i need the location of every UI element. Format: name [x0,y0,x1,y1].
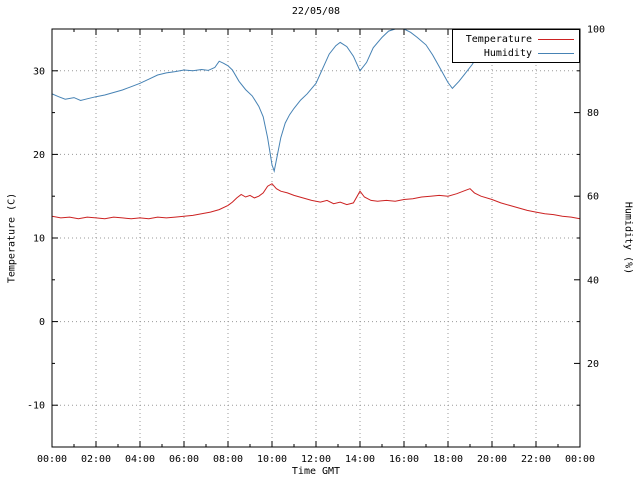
x-tick-label: 16:00 [389,454,419,465]
y2-tick-label: 100 [587,25,605,36]
y-tick-label: 0 [39,317,45,328]
x-tick-label: 06:00 [169,454,199,465]
y-tick-label: -10 [27,401,45,412]
y-axis-label: Temperature (C) [6,192,18,284]
temperature-line-swatch [538,38,574,40]
x-tick-label: 12:00 [301,454,331,465]
x-tick-label: 08:00 [213,454,243,465]
y-tick-label: 30 [33,66,45,77]
legend-label-temperature: Temperature [465,33,532,45]
y2-axis-label: Humidity (%) [622,201,634,275]
y2-tick-label: 40 [587,275,599,286]
legend-label-humidity: Humidity [483,47,532,59]
x-tick-label: 04:00 [125,454,155,465]
x-tick-label: 10:00 [257,454,287,465]
chart-title: 22/05/08 [291,6,341,17]
x-tick-label: 22:00 [521,454,551,465]
y-tick-label: 10 [33,234,45,245]
x-tick-label: 20:00 [477,454,507,465]
plot-border [51,28,581,448]
y2-tick-label: 80 [587,108,599,119]
x-tick-label: 14:00 [345,454,375,465]
y2-tick-label: 60 [587,192,599,203]
humidity-line-swatch [538,52,574,54]
legend: Temperature Humidity [452,29,580,63]
x-axis-label: Time GMT [291,466,341,477]
x-tick-label: 00:00 [565,454,595,465]
x-tick-label: 00:00 [37,454,67,465]
temperature-line [52,183,580,220]
legend-row-temperature: Temperature [458,32,574,46]
x-tick-label: 18:00 [433,454,463,465]
legend-row-humidity: Humidity [458,46,574,60]
y-tick-label: 20 [33,150,45,161]
y2-tick-label: 20 [587,359,599,370]
x-tick-label: 02:00 [81,454,111,465]
